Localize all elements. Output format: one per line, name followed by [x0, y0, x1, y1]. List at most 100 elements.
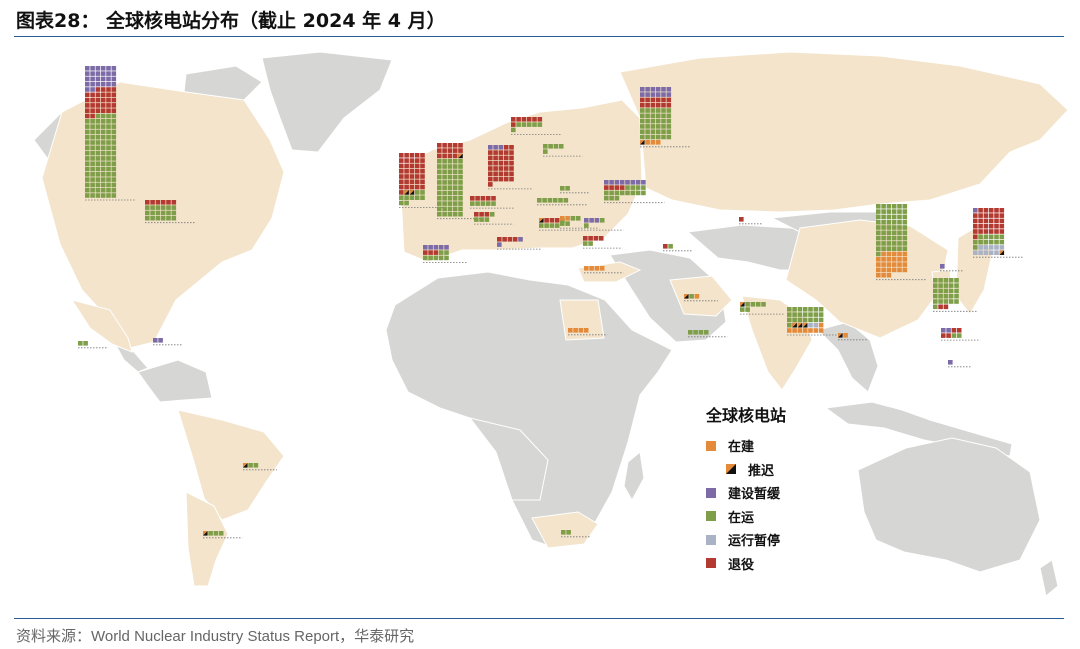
reactor-unit-under-construction	[902, 267, 908, 273]
reactor-unit-operating	[802, 312, 808, 317]
reactor-unit-operating	[106, 161, 111, 166]
reactor-group-italy	[497, 237, 542, 250]
reactor-unit-operating	[437, 211, 442, 217]
reactor-unit-operating	[100, 124, 106, 129]
reactor-group-switzerland	[474, 212, 514, 225]
reactor-unit-operating	[458, 201, 463, 206]
reactor-unit-construction-suspended	[158, 338, 163, 343]
reactor-unit-operating	[442, 201, 447, 206]
reactor-unit-closed	[493, 160, 498, 166]
reactor-unit-closed	[85, 103, 90, 108]
reactor-unit-operating	[543, 144, 548, 149]
reactor-unit-closed	[85, 108, 90, 113]
reactor-unit-operating	[943, 293, 949, 299]
reactor-unit-operating	[609, 190, 614, 196]
reactor-unit-closed	[503, 166, 509, 171]
reactor-unit-operating	[818, 312, 824, 317]
reactor-unit-operating	[85, 172, 90, 177]
reactor-unit-operating	[106, 150, 111, 156]
reactor-unit-operating	[999, 239, 1005, 245]
reactor-unit-operating	[458, 196, 463, 201]
reactor-unit-construction-suspended	[946, 328, 951, 333]
legend-item-construction-suspended: 建设暂缓	[706, 481, 786, 505]
reactor-unit-under-construction	[792, 328, 797, 333]
reactor-unit-closed	[526, 117, 532, 122]
reactor-unit-closed	[399, 163, 404, 169]
reactor-group-uk	[399, 153, 444, 208]
reactor-unit-operating	[891, 219, 897, 225]
reactor-unit-operating	[474, 217, 479, 222]
reactor-unit-operating	[452, 158, 458, 164]
reactor-unit-closed	[491, 196, 496, 201]
reactor-unit-operating	[150, 210, 155, 216]
reactor-unit-under-construction	[886, 272, 892, 278]
reactor-unit-operating	[635, 190, 641, 196]
reactor-unit-under-construction	[897, 251, 902, 257]
reactor-unit-closed	[493, 171, 498, 177]
reactor-unit-under-construction	[655, 140, 661, 145]
reactor-unit-operating	[583, 241, 588, 246]
reactor-unit-operating	[948, 293, 954, 299]
reactor-unit-operating	[447, 206, 453, 212]
reactor-unit-long-term-outage	[988, 245, 994, 250]
reactor-unit-operating	[166, 205, 171, 210]
reactor-unit-under-construction	[573, 328, 578, 333]
reactor-group-kazakhstan	[739, 217, 763, 225]
reactor-unit-delayed-marker	[684, 294, 689, 299]
reactor-unit-operating	[85, 134, 90, 140]
reactor-unit-under-construction	[886, 262, 892, 267]
reactor-unit-construction-suspended	[433, 245, 439, 250]
reactor-unit-construction-suspended	[444, 245, 449, 250]
reactor-unit-operating	[475, 201, 480, 206]
reactor-unit-long-term-outage	[973, 250, 978, 255]
reactor-unit-operating	[933, 304, 938, 310]
reactor-unit-closed	[145, 200, 150, 205]
reactor-unit-operating	[100, 161, 106, 166]
reactor-unit-closed	[938, 304, 943, 310]
reactor-unit-closed	[404, 158, 409, 163]
reactor-unit-operating	[516, 122, 521, 127]
reactor-unit-operating	[897, 214, 902, 220]
reactor-unit-closed	[941, 333, 946, 338]
reactor-unit-closed	[497, 237, 502, 242]
legend-label: 在建	[728, 440, 755, 456]
reactor-unit-operating	[111, 113, 117, 119]
reactor-unit-closed	[90, 97, 95, 103]
reactor-unit-closed	[983, 229, 989, 234]
reactor-group-russia	[640, 87, 690, 148]
reactor-unit-operating	[160, 210, 166, 216]
reactor-unit-operating	[881, 209, 886, 214]
reactor-unit-construction-suspended	[85, 71, 90, 76]
reactor-unit-operating	[433, 255, 439, 261]
reactor-group-japan	[973, 208, 1023, 258]
reactor-unit-construction-suspended	[635, 180, 641, 185]
reactor-unit-operating	[902, 230, 908, 236]
reactor-unit-under-construction	[583, 328, 589, 333]
reactor-unit-operating	[452, 164, 458, 169]
source-note: 资料来源：World Nuclear Industry Status Repor…	[16, 628, 415, 645]
reactor-unit-construction-suspended	[948, 360, 953, 365]
reactor-unit-operating	[106, 156, 111, 161]
reactor-unit-operating	[111, 177, 117, 182]
reactor-unit-operating	[155, 210, 161, 216]
reactor-unit-operating	[171, 205, 177, 210]
reactor-unit-under-construction	[797, 328, 803, 333]
reactor-unit-construction-suspended	[655, 87, 661, 92]
reactor-unit-operating	[218, 531, 224, 536]
reactor-group-pakistan	[740, 302, 785, 315]
reactor-unit-construction-suspended	[95, 76, 101, 82]
reactor-unit-under-construction	[813, 328, 819, 333]
reactor-unit-operating	[886, 204, 892, 209]
reactor-group-belgium	[470, 196, 515, 209]
reactor-unit-operating	[951, 333, 957, 338]
reactor-unit-operating	[85, 140, 90, 145]
reactor-unit-closed	[420, 174, 425, 179]
reactor-unit-operating	[876, 251, 881, 257]
australia-land	[857, 437, 1041, 573]
reactor-unit-operating	[437, 196, 442, 201]
reactor-unit-operating	[111, 182, 117, 188]
reactor-unit-closed	[973, 223, 978, 229]
reactor-unit-under-construction	[902, 262, 908, 267]
reactor-unit-closed	[155, 200, 161, 205]
legend-item-long-term-outage: 运行暂停	[706, 528, 786, 552]
